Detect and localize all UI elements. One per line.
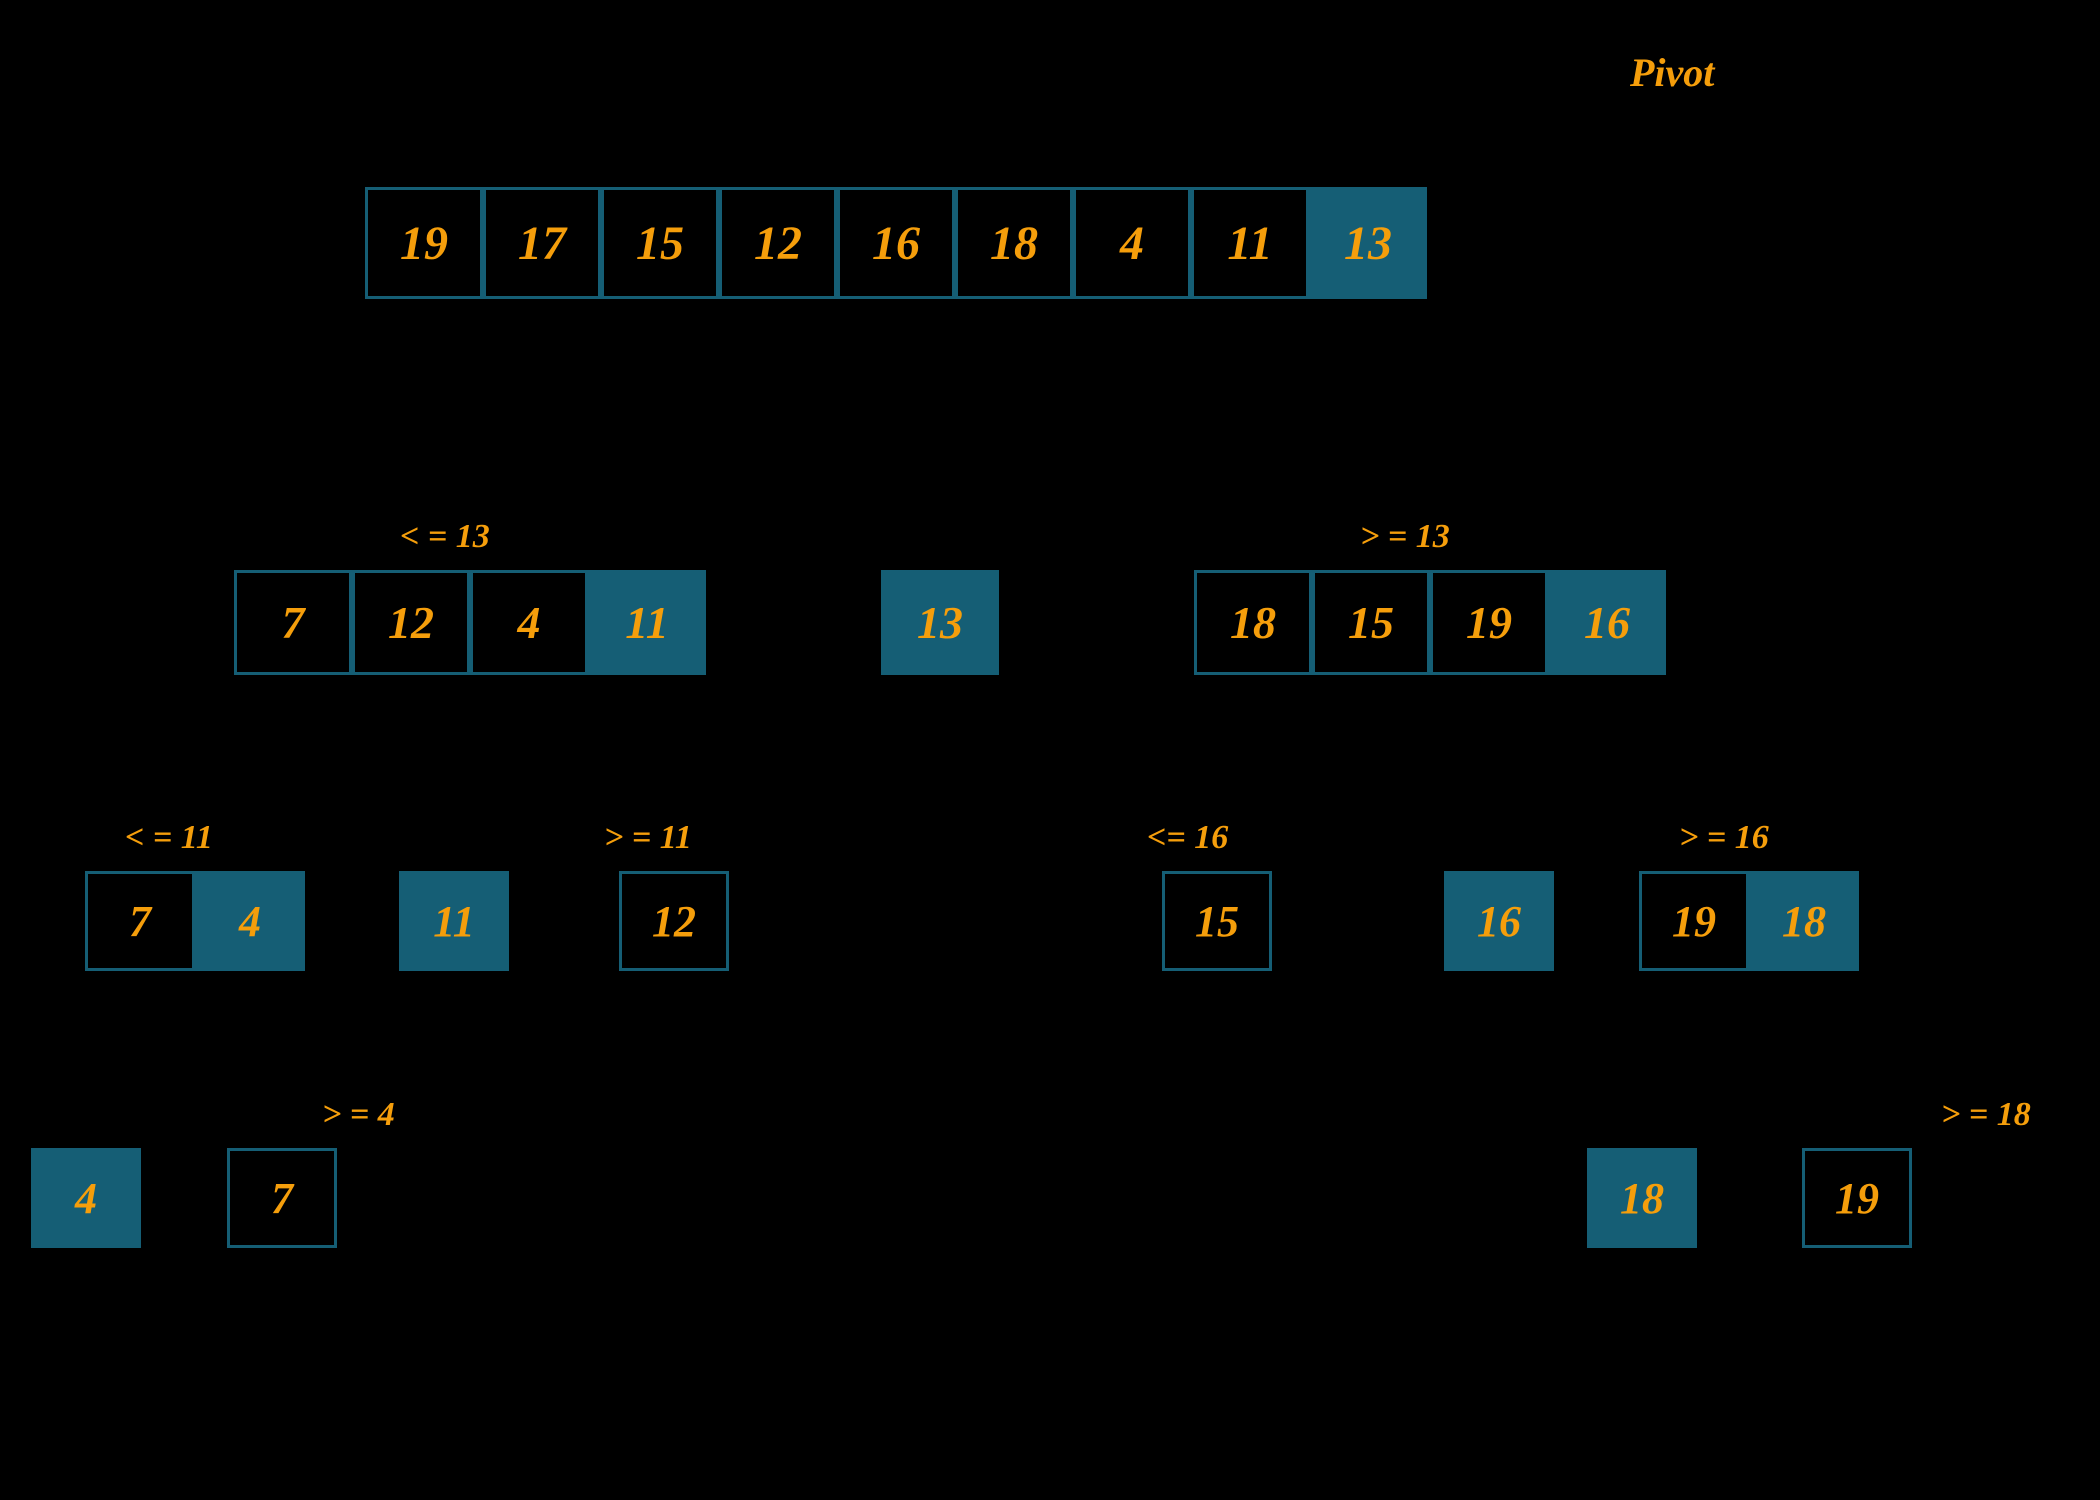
array-cell: 19 — [365, 187, 483, 299]
pivot-cell: 11 — [588, 570, 706, 675]
partition-condition-label: > = 18 — [1941, 1096, 2031, 1134]
pivot-cell: 13 — [1309, 187, 1427, 299]
array-cell: 19 — [1639, 871, 1749, 971]
partition-condition-label: < = 11 — [125, 819, 213, 857]
array-cell: 4 — [470, 570, 588, 675]
array-cell: 18 — [955, 187, 1073, 299]
array-cell: 12 — [719, 187, 837, 299]
pivot-cell: 16 — [1444, 871, 1554, 971]
array-cell: 16 — [837, 187, 955, 299]
pivot-cell: 4 — [31, 1148, 141, 1248]
partition-condition-label: > = 4 — [322, 1096, 395, 1134]
partition-condition-label: < = 13 — [400, 518, 490, 556]
array-cell: 11 — [1191, 187, 1309, 299]
pivot-cell: 18 — [1749, 871, 1859, 971]
pivot-title-label: Pivot — [1630, 49, 1714, 96]
partition-condition-label: > = 13 — [1360, 518, 1450, 556]
partition-condition-label: <= 16 — [1147, 819, 1228, 857]
pivot-cell: 18 — [1587, 1148, 1697, 1248]
array-cell: 15 — [1312, 570, 1430, 675]
array-cell: 15 — [1162, 871, 1272, 971]
array-cell: 4 — [1073, 187, 1191, 299]
pivot-cell: 13 — [881, 570, 999, 675]
array-cell: 18 — [1194, 570, 1312, 675]
array-cell: 7 — [234, 570, 352, 675]
pivot-cell: 11 — [399, 871, 509, 971]
partition-condition-label: > = 16 — [1679, 819, 1769, 857]
array-cell: 12 — [352, 570, 470, 675]
pivot-cell: 4 — [195, 871, 305, 971]
array-cell: 12 — [619, 871, 729, 971]
array-cell: 7 — [227, 1148, 337, 1248]
array-cell: 19 — [1430, 570, 1548, 675]
array-cell: 7 — [85, 871, 195, 971]
array-cell: 15 — [601, 187, 719, 299]
array-cell: 19 — [1802, 1148, 1912, 1248]
pivot-cell: 16 — [1548, 570, 1666, 675]
quicksort-diagram: Pivot19171512161841113712411< = 13131815… — [0, 0, 2100, 1500]
partition-condition-label: > = 11 — [604, 819, 692, 857]
array-cell: 17 — [483, 187, 601, 299]
